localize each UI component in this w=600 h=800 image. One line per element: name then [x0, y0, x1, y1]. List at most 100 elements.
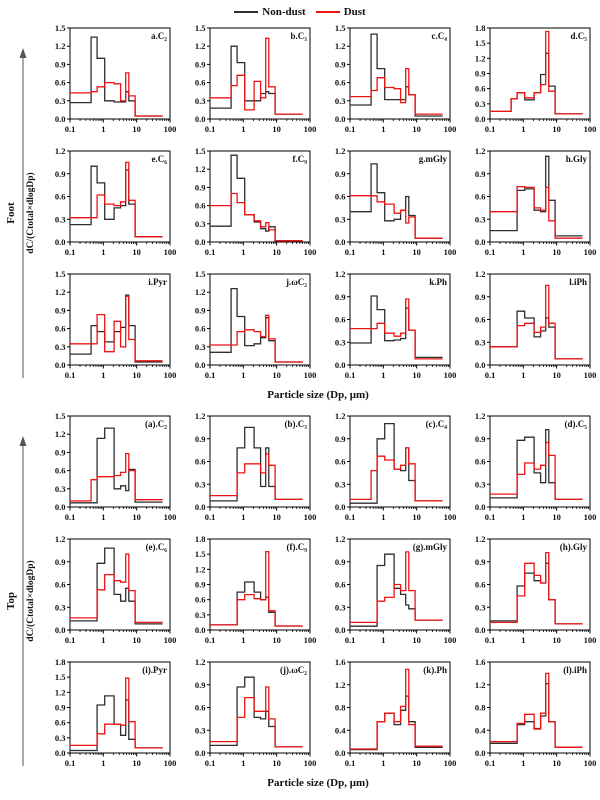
svg-text:1.2: 1.2: [475, 411, 486, 421]
svg-text:0.3: 0.3: [195, 96, 206, 106]
dust-series-line: [70, 452, 163, 502]
dust-series-line: [350, 551, 443, 624]
svg-text:1: 1: [521, 758, 525, 768]
axes: 0.0 0.3 0.6 0.9 1.2 0.1 1 10 100: [335, 269, 457, 380]
legend-label-nondust: Non-dust: [262, 6, 306, 18]
svg-text:10: 10: [412, 247, 421, 257]
svg-text:0.0: 0.0: [335, 237, 346, 247]
svg-text:0.0: 0.0: [195, 237, 206, 247]
subplot--f-c-: 0.0 0.3 0.6 0.9 1.2 1.5 1.8 0.1 1 10 100 (f).C₉: [178, 533, 318, 654]
plot-canvas: 0.0 0.3 0.6 0.9 1.2 1.5 0.1 1 10 100 (a).C₂: [55, 411, 177, 522]
svg-text:0.0: 0.0: [475, 625, 486, 635]
dust-series-line: [70, 295, 163, 362]
plot-canvas: 0.0 0.3 0.6 0.9 1.2 0.1 1 10 100 g.mGly: [335, 146, 457, 257]
svg-text:0.0: 0.0: [335, 502, 346, 512]
plot-frame: [209, 27, 311, 120]
svg-text:0.1: 0.1: [205, 247, 216, 257]
nondust-series-line: [70, 427, 163, 504]
subplot--k-ph: 0.0 0.4 0.8 1.2 1.6 0.1 1 10 100 (k).Ph: [318, 656, 458, 777]
svg-text:100: 100: [304, 124, 317, 134]
svg-text:100: 100: [584, 247, 597, 257]
svg-text:10: 10: [132, 635, 141, 645]
dust-series-line: [490, 551, 583, 625]
svg-text:10: 10: [272, 635, 281, 645]
svg-text:10: 10: [132, 370, 141, 380]
svg-text:1.5: 1.5: [195, 549, 206, 559]
plot-label: j.ωC₂: [285, 277, 307, 287]
svg-text:0.1: 0.1: [65, 635, 76, 645]
dust-line-swatch: [315, 11, 340, 13]
subplot--j-c-: 0.0 0.3 0.6 0.9 1.2 0.1 1 10 100 (j).ωC₂: [178, 656, 318, 777]
plot-canvas: 0.0 0.4 0.8 1.2 1.6 0.1 1 10 100 (l).iPh: [475, 657, 597, 768]
svg-text:1: 1: [241, 124, 245, 134]
subplot-a-c-: 0.0 0.3 0.6 0.9 1.2 1.5 0.1 1 10 100 a.C₂: [38, 22, 178, 143]
y-axis-label-foot: dC/(Ctotal×dlogDp): [26, 172, 36, 254]
svg-text:0.1: 0.1: [205, 124, 216, 134]
svg-text:0.9: 0.9: [335, 292, 346, 302]
svg-text:100: 100: [304, 247, 317, 257]
svg-text:1.2: 1.2: [55, 41, 66, 51]
svg-text:1: 1: [521, 512, 525, 522]
axes: 0.0 0.3 0.6 0.9 1.2 1.5 0.1 1 10 100: [195, 23, 317, 134]
svg-text:1.5: 1.5: [55, 23, 66, 33]
nondust-series-line: [210, 45, 303, 115]
plot-label: a.C₂: [151, 31, 167, 41]
plot-label: (g).mGly: [413, 542, 448, 552]
svg-text:100: 100: [164, 370, 177, 380]
subplot-f-c-: 0.0 0.3 0.6 0.9 1.2 1.5 0.1 1 10 100 f.C₉: [178, 145, 318, 266]
plot-frame: [209, 150, 311, 243]
svg-text:0.1: 0.1: [205, 370, 216, 380]
svg-text:1: 1: [241, 370, 245, 380]
svg-text:1: 1: [241, 247, 245, 257]
svg-text:10: 10: [272, 512, 281, 522]
svg-text:0.0: 0.0: [195, 502, 206, 512]
svg-text:0.0: 0.0: [335, 625, 346, 635]
svg-text:0.3: 0.3: [55, 96, 66, 106]
subplot-d-c-: 0.0 0.3 0.6 0.9 1.2 1.5 1.8 0.1 1 10 100 d.C₅: [458, 22, 598, 143]
dust-series-line: [490, 672, 583, 748]
plot-canvas: 0.0 0.3 0.6 0.9 1.2 0.1 1 10 100 (e).C₆: [55, 534, 177, 645]
svg-text:1.2: 1.2: [335, 411, 346, 421]
plot-canvas: 0.0 0.3 0.6 0.9 1.2 1.5 1.8 0.1 1 10 100 d.C₅: [475, 23, 597, 134]
nondust-series-line: [490, 428, 583, 501]
block-top-gutter: Top dC/(Ctotal×dlogDp): [0, 410, 38, 792]
svg-text:1: 1: [381, 247, 385, 257]
svg-text:1.5: 1.5: [55, 672, 66, 682]
dust-series-line: [210, 37, 303, 115]
svg-text:0.9: 0.9: [195, 580, 206, 590]
svg-text:1.2: 1.2: [335, 41, 346, 51]
svg-text:1: 1: [381, 124, 385, 134]
plot-label: (k).Ph: [423, 665, 447, 675]
plot-canvas: 0.0 0.3 0.6 0.9 1.2 0.1 1 10 100 (j).ωC₂: [195, 657, 317, 768]
svg-text:0.0: 0.0: [55, 237, 66, 247]
svg-text:0.1: 0.1: [345, 370, 356, 380]
svg-text:0.3: 0.3: [335, 96, 346, 106]
plot-label: (j).ωC₂: [280, 665, 307, 675]
svg-text:1: 1: [101, 124, 105, 134]
svg-text:100: 100: [164, 124, 177, 134]
plot-label: d.C₅: [571, 31, 588, 41]
dust-series-line: [350, 447, 443, 502]
svg-text:1.5: 1.5: [195, 146, 206, 156]
svg-text:0.6: 0.6: [335, 580, 346, 590]
svg-text:1: 1: [241, 635, 245, 645]
svg-text:10: 10: [412, 758, 421, 768]
nondust-series-line: [70, 294, 163, 363]
svg-text:1.2: 1.2: [195, 287, 206, 297]
svg-text:100: 100: [444, 512, 457, 522]
svg-text:0.3: 0.3: [55, 214, 66, 224]
plot-frame: [489, 661, 591, 754]
svg-text:0.3: 0.3: [195, 342, 206, 352]
nondust-series-line: [70, 165, 163, 238]
dust-series-line: [210, 314, 303, 363]
svg-text:1.2: 1.2: [195, 411, 206, 421]
svg-text:0.4: 0.4: [475, 725, 486, 735]
svg-text:100: 100: [304, 370, 317, 380]
dust-series-line: [70, 161, 163, 238]
nondust-series-line: [350, 295, 443, 359]
svg-text:0.6: 0.6: [195, 324, 206, 334]
svg-text:0.9: 0.9: [55, 557, 66, 567]
svg-text:1.8: 1.8: [475, 23, 486, 33]
svg-text:1.6: 1.6: [335, 657, 346, 667]
svg-text:0.1: 0.1: [485, 370, 496, 380]
